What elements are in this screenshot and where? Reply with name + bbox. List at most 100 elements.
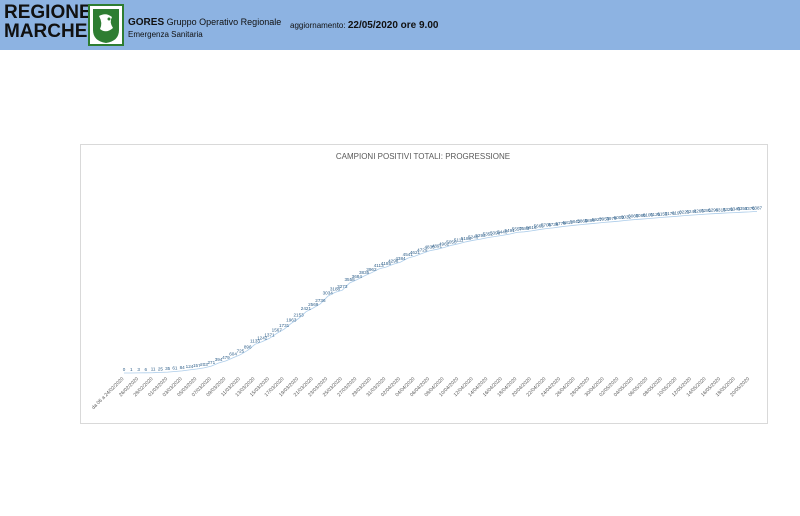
data-label: 11 [151, 367, 156, 372]
data-label: 2153 [293, 313, 304, 318]
data-label: 6221 [679, 210, 690, 215]
data-label: 896 [244, 344, 252, 349]
data-label: 6370 [745, 206, 756, 211]
data-label: 5842 [570, 219, 581, 224]
data-label: 6152 [657, 211, 668, 216]
data-label: 6244 [686, 209, 697, 214]
data-label: 4962 [439, 242, 450, 247]
data-label: 6103 [643, 213, 654, 218]
data-label: 5979 [606, 216, 617, 221]
update-value: 22/05/2020 ore 9.00 [347, 20, 439, 31]
x-tick-labels-layer: da 06 a 24/02/202026/02/202028/02/202001… [91, 376, 752, 411]
data-label: 6357 [737, 206, 748, 211]
data-label: 5708 [541, 223, 552, 228]
data-label: 5557 [512, 226, 523, 231]
data-label: 6387 [752, 205, 763, 210]
logo-line-2: MARCHE [4, 21, 88, 42]
data-label: 6343 [730, 207, 741, 212]
data-label: 5812 [563, 220, 574, 225]
data-label: 5735 [548, 222, 559, 227]
chart-title: CAMPIONI POSITIVI TOTALI: PROGRESSIONE [336, 152, 510, 161]
data-label: 4113 [374, 263, 384, 268]
data-label: 5111 [454, 238, 464, 243]
data-label: 5869 [577, 219, 588, 224]
data-label: 4384 [395, 256, 406, 261]
data-label: 6174 [665, 211, 676, 216]
data-label: 1567 [272, 327, 283, 332]
data-label: 2736 [315, 298, 326, 303]
series-line [124, 211, 758, 374]
data-label: 3962 [366, 267, 377, 272]
data-label: 6313 [715, 207, 726, 212]
data-label: 35 [165, 366, 171, 371]
data-label: 6003 [614, 215, 625, 220]
data-label: 1 [130, 367, 133, 372]
data-label: 2569 [308, 302, 319, 307]
data-label: 3188 [330, 286, 341, 291]
regione-marche-logo: REGIONE MARCHE [4, 3, 92, 41]
gores-label: GORES Gruppo Operativo Regionale Emergen… [128, 17, 281, 39]
chart-frame [80, 144, 768, 424]
data-label: 604 [229, 352, 237, 357]
data-label: 5583 [519, 226, 530, 231]
data-label: 3273 [337, 284, 348, 289]
data-label: 6032 [621, 214, 632, 219]
data-label: 5899 [585, 218, 596, 223]
data-label: 3835 [359, 270, 370, 275]
data-label: 124 [186, 364, 194, 369]
data-label: 6 [145, 367, 148, 372]
header-bar: REGIONE MARCHE GORES Gruppo Operativo Re… [0, 0, 800, 50]
data-label: 4185 [381, 261, 392, 266]
data-label: 1963 [286, 317, 297, 322]
data-label: 6060 [628, 214, 639, 219]
data-label: 5491 [504, 228, 515, 233]
gores-line-1: Gruppo Operativo Regionale [166, 17, 282, 27]
data-label: 725 [237, 349, 245, 354]
data-label: 25 [158, 366, 164, 371]
data-label: 4298 [388, 258, 399, 263]
data-label: 5927 [592, 217, 603, 222]
data-label: 271 [207, 360, 215, 365]
data-label: 5050 [446, 239, 457, 244]
data-label: 5953 [599, 216, 610, 221]
data-label: 394 [215, 357, 223, 362]
data-label: 5779 [555, 221, 566, 226]
data-label: 4729 [417, 247, 428, 252]
data-label: 4541 [403, 252, 414, 257]
data-label: 5616 [526, 225, 537, 230]
data-label: 61 [172, 366, 178, 371]
data-label: 6328 [723, 207, 734, 212]
data-label: 6263 [694, 209, 705, 214]
data-label: 5665 [534, 224, 545, 229]
data-label: 5293 [475, 233, 486, 238]
update-info: aggiornamento: 22/05/2020 ore 9.00 [290, 20, 438, 31]
gores-short: GORES [128, 17, 165, 28]
data-label: 1731 [279, 323, 290, 328]
data-label: 479 [222, 355, 230, 360]
data-label: 5246 [468, 234, 479, 239]
data-label: 203 [200, 362, 208, 367]
update-label: aggiornamento: [290, 21, 346, 30]
data-label: 3558 [344, 277, 355, 282]
data-label: 5398 [490, 231, 501, 236]
series-layer [124, 211, 758, 374]
data-label: 3034 [323, 290, 334, 295]
data-label: 0 [123, 367, 126, 372]
data-label: 5352 [483, 232, 494, 237]
data-label: 6299 [708, 208, 719, 213]
data-label: 84 [180, 365, 186, 370]
positive-cases-chart: CAMPIONI POSITIVI TOTALI: PROGRESSIONE 0… [91, 152, 763, 411]
data-label: 1242 [257, 336, 268, 341]
data-label: 157 [193, 363, 201, 368]
data-label: 6126 [650, 212, 661, 217]
data-label: 1371 [264, 332, 275, 337]
gores-line-2: Emergenza Sanitaria [128, 30, 203, 39]
data-label: 1133 [250, 338, 260, 343]
logo-line-1: REGIONE [4, 2, 92, 23]
data-label: 5188 [461, 236, 472, 241]
data-label: 3 [137, 367, 140, 372]
data-label: 5440 [497, 229, 508, 234]
data-label: 6281 [701, 208, 712, 213]
data-label: 2421 [301, 306, 312, 311]
